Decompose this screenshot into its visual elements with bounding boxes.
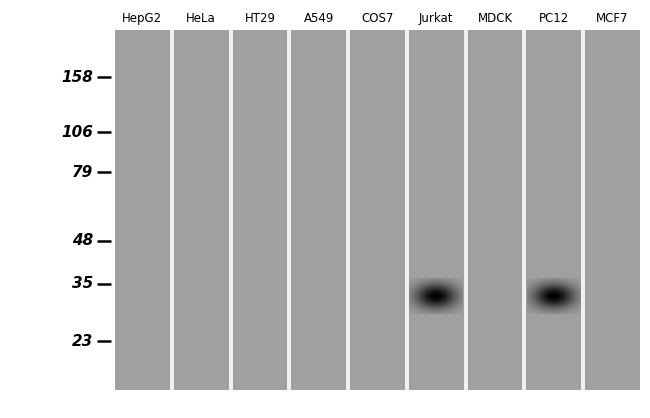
- Text: PC12: PC12: [539, 12, 569, 25]
- Bar: [174, 30, 229, 390]
- Text: 79: 79: [72, 165, 93, 180]
- Text: HeLa: HeLa: [187, 12, 216, 25]
- Bar: [350, 30, 405, 390]
- Bar: [115, 30, 640, 390]
- Text: 106: 106: [61, 125, 93, 140]
- Text: 23: 23: [72, 334, 93, 349]
- Bar: [526, 30, 581, 390]
- Text: A549: A549: [304, 12, 334, 25]
- Bar: [467, 30, 523, 390]
- Bar: [585, 30, 640, 390]
- Text: 35: 35: [72, 276, 93, 291]
- Text: MCF7: MCF7: [596, 12, 629, 25]
- Text: HT29: HT29: [244, 12, 276, 25]
- Text: 48: 48: [72, 233, 93, 248]
- Text: 158: 158: [61, 70, 93, 85]
- Text: MDCK: MDCK: [478, 12, 513, 25]
- Text: HepG2: HepG2: [122, 12, 162, 25]
- Bar: [409, 30, 463, 390]
- Bar: [233, 30, 287, 390]
- Text: COS7: COS7: [361, 12, 394, 25]
- Bar: [291, 30, 346, 390]
- Text: Jurkat: Jurkat: [419, 12, 454, 25]
- Bar: [115, 30, 170, 390]
